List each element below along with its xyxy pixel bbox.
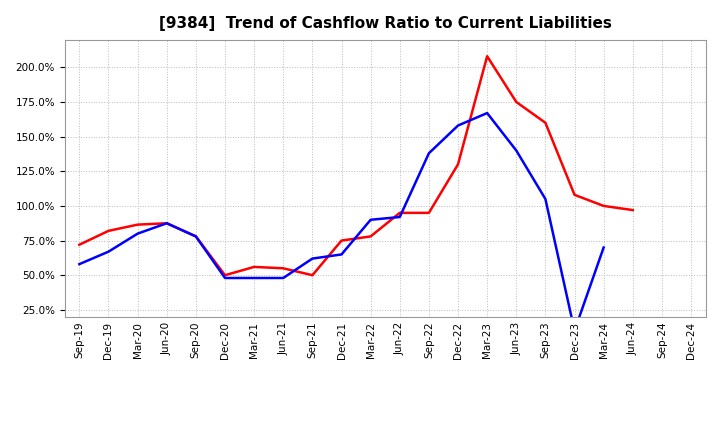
Operating CF to Current Liabilities <box>570 192 579 198</box>
Free CF to Current Liabilities <box>425 150 433 156</box>
Operating CF to Current Liabilities <box>541 120 550 125</box>
Operating CF to Current Liabilities <box>425 210 433 216</box>
Free CF to Current Liabilities <box>133 231 142 236</box>
Operating CF to Current Liabilities <box>512 99 521 105</box>
Operating CF to Current Liabilities <box>599 203 608 209</box>
Operating CF to Current Liabilities <box>337 238 346 243</box>
Free CF to Current Liabilities <box>541 196 550 202</box>
Line: Free CF to Current Liabilities: Free CF to Current Liabilities <box>79 113 603 331</box>
Operating CF to Current Liabilities <box>454 161 462 167</box>
Free CF to Current Liabilities <box>104 249 113 254</box>
Operating CF to Current Liabilities <box>220 272 229 278</box>
Operating CF to Current Liabilities <box>395 210 404 216</box>
Operating CF to Current Liabilities <box>250 264 258 270</box>
Free CF to Current Liabilities <box>512 148 521 153</box>
Operating CF to Current Liabilities <box>308 272 317 278</box>
Free CF to Current Liabilities <box>220 275 229 281</box>
Operating CF to Current Liabilities <box>163 220 171 226</box>
Operating CF to Current Liabilities <box>366 234 375 239</box>
Free CF to Current Liabilities <box>454 123 462 128</box>
Free CF to Current Liabilities <box>570 328 579 334</box>
Free CF to Current Liabilities <box>75 261 84 267</box>
Operating CF to Current Liabilities <box>279 266 287 271</box>
Operating CF to Current Liabilities <box>483 54 492 59</box>
Free CF to Current Liabilities <box>599 245 608 250</box>
Free CF to Current Liabilities <box>366 217 375 222</box>
Free CF to Current Liabilities <box>250 275 258 281</box>
Operating CF to Current Liabilities <box>75 242 84 247</box>
Title: [9384]  Trend of Cashflow Ratio to Current Liabilities: [9384] Trend of Cashflow Ratio to Curren… <box>159 16 611 32</box>
Free CF to Current Liabilities <box>163 220 171 226</box>
Free CF to Current Liabilities <box>337 252 346 257</box>
Operating CF to Current Liabilities <box>104 228 113 234</box>
Free CF to Current Liabilities <box>395 214 404 220</box>
Line: Operating CF to Current Liabilities: Operating CF to Current Liabilities <box>79 56 633 275</box>
Free CF to Current Liabilities <box>483 110 492 116</box>
Operating CF to Current Liabilities <box>629 207 637 213</box>
Operating CF to Current Liabilities <box>192 234 200 239</box>
Free CF to Current Liabilities <box>279 275 287 281</box>
Free CF to Current Liabilities <box>192 234 200 239</box>
Free CF to Current Liabilities <box>308 256 317 261</box>
Operating CF to Current Liabilities <box>133 222 142 227</box>
